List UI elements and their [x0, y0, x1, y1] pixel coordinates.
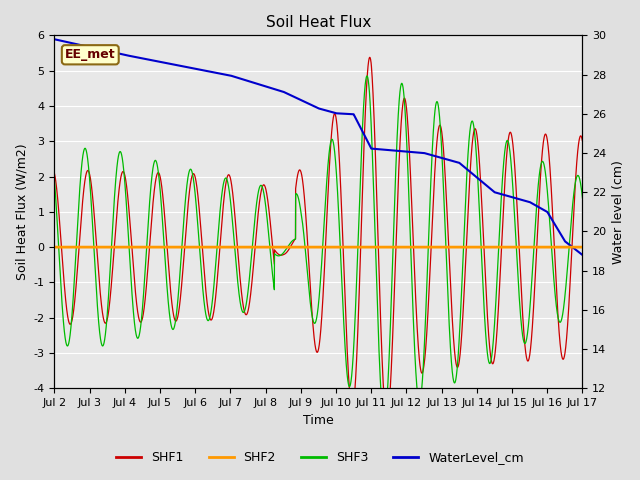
Title: Soil Heat Flux: Soil Heat Flux	[266, 15, 371, 30]
Y-axis label: Water level (cm): Water level (cm)	[612, 160, 625, 264]
Text: EE_met: EE_met	[65, 48, 116, 61]
Legend: SHF1, SHF2, SHF3, WaterLevel_cm: SHF1, SHF2, SHF3, WaterLevel_cm	[111, 446, 529, 469]
Y-axis label: Soil Heat Flux (W/m2): Soil Heat Flux (W/m2)	[15, 144, 28, 280]
X-axis label: Time: Time	[303, 414, 334, 427]
